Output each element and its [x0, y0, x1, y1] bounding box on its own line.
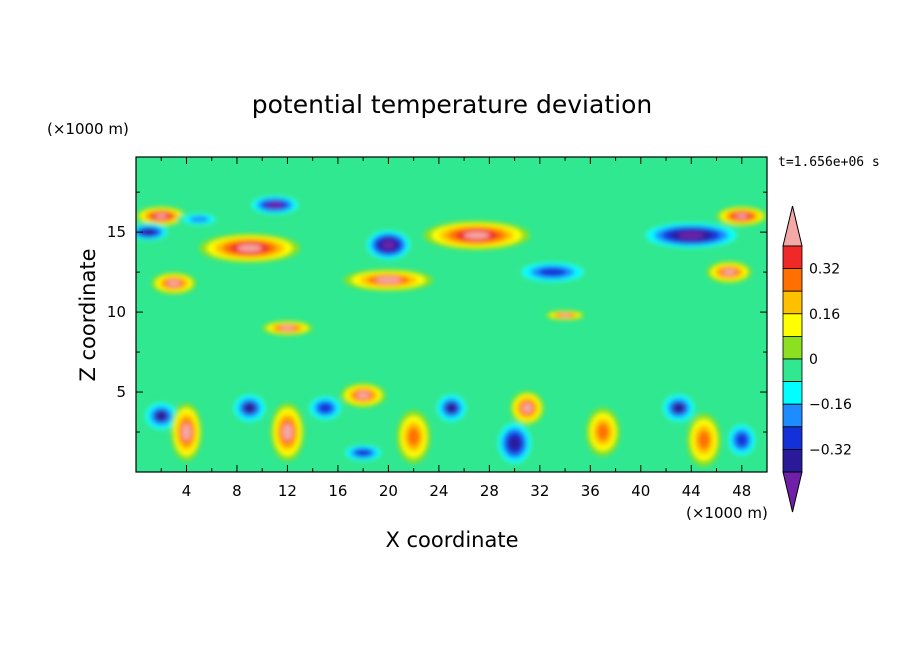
field-feature: [510, 391, 545, 425]
x-axis-label: X coordinate: [385, 528, 518, 552]
field-feature: [262, 320, 313, 336]
field-feature: [423, 220, 530, 250]
field-feature: [396, 410, 431, 464]
field-feature: [305, 393, 345, 423]
field-feature: [199, 233, 300, 263]
x-tick-label: 32: [530, 482, 549, 500]
field-feature: [229, 391, 270, 425]
plot-frame: [135, 156, 768, 473]
field-feature: [433, 391, 470, 425]
x-tick-label: 48: [732, 482, 751, 500]
field-feature: [494, 419, 535, 468]
field-feature: [176, 212, 222, 227]
colorbar-segment: [782, 335, 803, 360]
colorbar-tick-label: 0: [809, 352, 818, 368]
colorbar-segment: [782, 290, 803, 315]
colorbar-tick-label: −0.16: [809, 397, 852, 413]
colorbar-segment: [782, 268, 803, 292]
field-feature: [363, 228, 414, 262]
x-tick-label: 12: [278, 482, 297, 500]
field-feature: [340, 443, 386, 463]
field-feature: [340, 383, 386, 408]
colorbar-tick-label: 0.32: [809, 262, 840, 278]
field-feature: [716, 206, 767, 226]
colorbar: 0.32 0.16 0 −0.16 −0.32: [782, 205, 852, 513]
x-tick-label: 36: [581, 482, 600, 500]
y-tick-label: 10: [107, 303, 126, 321]
x-tick-label: 4: [182, 482, 192, 500]
field-feature: [638, 220, 745, 250]
colorbar-segment: [782, 313, 803, 337]
x-tick-label: 40: [631, 482, 650, 500]
y-axis-label: Z coordinate: [76, 248, 100, 381]
colorbar-segment: [782, 358, 803, 383]
field-feature: [246, 194, 303, 216]
x-tick-label: 44: [682, 482, 701, 500]
field-feature: [586, 408, 620, 457]
y-tick-label: 15: [107, 223, 126, 241]
field-blobs: [136, 194, 767, 468]
x-tick-label: 8: [232, 482, 242, 500]
field-feature: [545, 310, 585, 321]
plot-area: [136, 157, 767, 472]
field-feature: [151, 272, 197, 295]
field-feature: [706, 261, 752, 283]
field-feature: [513, 260, 592, 285]
field-feature: [136, 222, 172, 242]
time-label: t=1.656e+06 s: [778, 155, 880, 170]
colorbar-max-triangle: [782, 205, 803, 247]
x-tick-label: 20: [379, 482, 398, 500]
x-unit-label: (×1000 m): [686, 504, 768, 522]
x-tick-label: 28: [480, 482, 499, 500]
y-tick-label: 5: [116, 383, 126, 401]
colorbar-segment: [782, 403, 803, 428]
colorbar-segment: [782, 381, 803, 405]
x-tick-label: 16: [328, 482, 347, 500]
colorbar-tick-label: −0.32: [809, 442, 852, 458]
field-feature: [141, 399, 181, 433]
field-feature: [343, 269, 434, 291]
y-unit-label: (×1000 m): [47, 120, 129, 138]
field-feature: [687, 413, 721, 467]
colorbar-segment: [782, 245, 803, 270]
field-feature: [136, 206, 187, 226]
field-feature: [659, 391, 699, 425]
field-feature: [724, 420, 759, 460]
colorbar-segment: [782, 426, 803, 450]
x-ticks: 4 8 12 16 20 24 28 32 36 40 44 48: [160, 157, 751, 500]
colorbar-min-triangle: [782, 471, 803, 513]
chart-title: potential temperature deviation: [252, 90, 652, 119]
field-feature: [171, 403, 202, 461]
colorbar-tick-label: 0.16: [809, 307, 840, 323]
colorbar-segment: [782, 448, 803, 473]
x-tick-label: 24: [429, 482, 448, 500]
y-ticks: 5 10 15: [107, 191, 767, 433]
field-feature: [270, 403, 305, 461]
